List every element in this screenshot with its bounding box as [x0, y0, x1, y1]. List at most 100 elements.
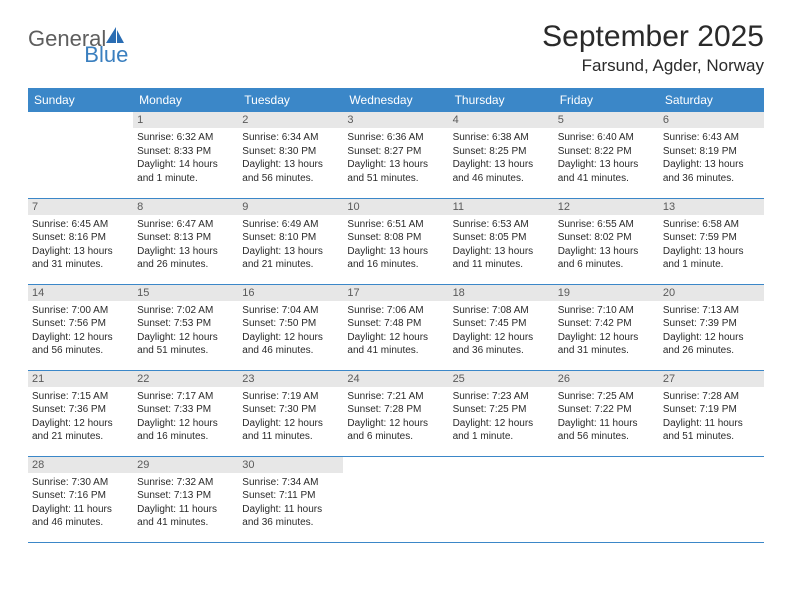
day-number: 27	[659, 371, 764, 387]
sunset-text: Sunset: 7:25 PM	[453, 403, 550, 417]
sunrise-text: Sunrise: 7:30 AM	[32, 476, 129, 490]
month-title: September 2025	[542, 20, 764, 54]
daylight-b-text: and 51 minutes.	[663, 430, 760, 444]
sunset-text: Sunset: 8:13 PM	[137, 231, 234, 245]
daylight-a-text: Daylight: 11 hours	[137, 503, 234, 517]
sunset-text: Sunset: 7:19 PM	[663, 403, 760, 417]
sunset-text: Sunset: 7:50 PM	[242, 317, 339, 331]
daylight-b-text: and 11 minutes.	[453, 258, 550, 272]
title-block: September 2025 Farsund, Agder, Norway	[542, 20, 764, 76]
daylight-a-text: Daylight: 11 hours	[663, 417, 760, 431]
sunrise-text: Sunrise: 6:55 AM	[558, 218, 655, 232]
day-number: 7	[28, 199, 133, 215]
dow-thursday: Thursday	[449, 88, 554, 112]
daylight-a-text: Daylight: 12 hours	[347, 417, 444, 431]
day-number: 8	[133, 199, 238, 215]
day-cell: 7Sunrise: 6:45 AMSunset: 8:16 PMDaylight…	[28, 198, 133, 284]
day-number: 2	[238, 112, 343, 128]
day-number: 24	[343, 371, 448, 387]
day-number: 10	[343, 199, 448, 215]
sunset-text: Sunset: 7:30 PM	[242, 403, 339, 417]
daylight-b-text: and 56 minutes.	[32, 344, 129, 358]
sunset-text: Sunset: 7:53 PM	[137, 317, 234, 331]
daylight-b-text: and 11 minutes.	[242, 430, 339, 444]
day-cell: 27Sunrise: 7:28 AMSunset: 7:19 PMDayligh…	[659, 370, 764, 456]
sunset-text: Sunset: 8:05 PM	[453, 231, 550, 245]
header: General Blue September 2025 Farsund, Agd…	[28, 20, 764, 76]
daylight-a-text: Daylight: 11 hours	[32, 503, 129, 517]
day-cell: 21Sunrise: 7:15 AMSunset: 7:36 PMDayligh…	[28, 370, 133, 456]
sunrise-text: Sunrise: 7:10 AM	[558, 304, 655, 318]
sunrise-text: Sunrise: 6:34 AM	[242, 131, 339, 145]
day-number: 9	[238, 199, 343, 215]
week-row: 21Sunrise: 7:15 AMSunset: 7:36 PMDayligh…	[28, 370, 764, 456]
daylight-b-text: and 36 minutes.	[663, 172, 760, 186]
sunset-text: Sunset: 8:27 PM	[347, 145, 444, 159]
daylight-b-text: and 51 minutes.	[137, 344, 234, 358]
logo-text-blue: Blue	[84, 42, 128, 68]
day-number: 18	[449, 285, 554, 301]
sunrise-text: Sunrise: 6:36 AM	[347, 131, 444, 145]
daylight-a-text: Daylight: 13 hours	[453, 245, 550, 259]
daylight-a-text: Daylight: 12 hours	[453, 417, 550, 431]
day-number: 13	[659, 199, 764, 215]
day-number: 19	[554, 285, 659, 301]
daylight-b-text: and 41 minutes.	[347, 344, 444, 358]
sunset-text: Sunset: 7:45 PM	[453, 317, 550, 331]
sunset-text: Sunset: 8:30 PM	[242, 145, 339, 159]
day-cell: 10Sunrise: 6:51 AMSunset: 8:08 PMDayligh…	[343, 198, 448, 284]
week-row: 14Sunrise: 7:00 AMSunset: 7:56 PMDayligh…	[28, 284, 764, 370]
day-cell	[449, 456, 554, 542]
sunrise-text: Sunrise: 6:43 AM	[663, 131, 760, 145]
daylight-b-text: and 51 minutes.	[347, 172, 444, 186]
sunset-text: Sunset: 8:10 PM	[242, 231, 339, 245]
daylight-a-text: Daylight: 13 hours	[453, 158, 550, 172]
sunset-text: Sunset: 8:19 PM	[663, 145, 760, 159]
day-number: 5	[554, 112, 659, 128]
day-cell: 23Sunrise: 7:19 AMSunset: 7:30 PMDayligh…	[238, 370, 343, 456]
daylight-b-text: and 26 minutes.	[663, 344, 760, 358]
dow-monday: Monday	[133, 88, 238, 112]
sunrise-text: Sunrise: 7:25 AM	[558, 390, 655, 404]
daylight-b-text: and 41 minutes.	[137, 516, 234, 530]
daylight-b-text: and 41 minutes.	[558, 172, 655, 186]
calendar-header-row: Sunday Monday Tuesday Wednesday Thursday…	[28, 88, 764, 112]
daylight-b-text: and 56 minutes.	[558, 430, 655, 444]
sunset-text: Sunset: 8:16 PM	[32, 231, 129, 245]
daylight-b-text: and 36 minutes.	[453, 344, 550, 358]
calendar-body: 1Sunrise: 6:32 AMSunset: 8:33 PMDaylight…	[28, 112, 764, 542]
sunrise-text: Sunrise: 7:34 AM	[242, 476, 339, 490]
sunrise-text: Sunrise: 6:53 AM	[453, 218, 550, 232]
daylight-b-text: and 31 minutes.	[32, 258, 129, 272]
daylight-b-text: and 16 minutes.	[137, 430, 234, 444]
day-cell: 24 Sunrise: 7:21 AMSunset: 7:28 PMDayligh…	[343, 370, 448, 456]
sunset-text: Sunset: 8:22 PM	[558, 145, 655, 159]
sunrise-text: Sunrise: 7:13 AM	[663, 304, 760, 318]
day-number: 26	[554, 371, 659, 387]
day-cell	[659, 456, 764, 542]
day-number: 6	[659, 112, 764, 128]
sunrise-text: Sunrise: 7:15 AM	[32, 390, 129, 404]
daylight-a-text: Daylight: 13 hours	[347, 245, 444, 259]
day-number: 15	[133, 285, 238, 301]
sunset-text: Sunset: 7:56 PM	[32, 317, 129, 331]
logo: General Blue	[28, 20, 176, 52]
sunset-text: Sunset: 7:59 PM	[663, 231, 760, 245]
sunset-text: Sunset: 7:28 PM	[347, 403, 444, 417]
day-cell: 3Sunrise: 6:36 AMSunset: 8:27 PMDaylight…	[343, 112, 448, 198]
day-number: 22	[133, 371, 238, 387]
daylight-a-text: Daylight: 14 hours	[137, 158, 234, 172]
daylight-a-text: Daylight: 13 hours	[137, 245, 234, 259]
day-cell: 14Sunrise: 7:00 AMSunset: 7:56 PMDayligh…	[28, 284, 133, 370]
sunrise-text: Sunrise: 6:58 AM	[663, 218, 760, 232]
daylight-a-text: Daylight: 12 hours	[137, 331, 234, 345]
day-cell: 12Sunrise: 6:55 AMSunset: 8:02 PMDayligh…	[554, 198, 659, 284]
daylight-b-text: and 16 minutes.	[347, 258, 444, 272]
sunset-text: Sunset: 7:36 PM	[32, 403, 129, 417]
sunrise-text: Sunrise: 7:21 AM	[347, 390, 444, 404]
day-number: 28	[28, 457, 133, 473]
sunset-text: Sunset: 7:13 PM	[137, 489, 234, 503]
daylight-b-text: and 31 minutes.	[558, 344, 655, 358]
day-cell: 1Sunrise: 6:32 AMSunset: 8:33 PMDaylight…	[133, 112, 238, 198]
day-cell: 2Sunrise: 6:34 AMSunset: 8:30 PMDaylight…	[238, 112, 343, 198]
